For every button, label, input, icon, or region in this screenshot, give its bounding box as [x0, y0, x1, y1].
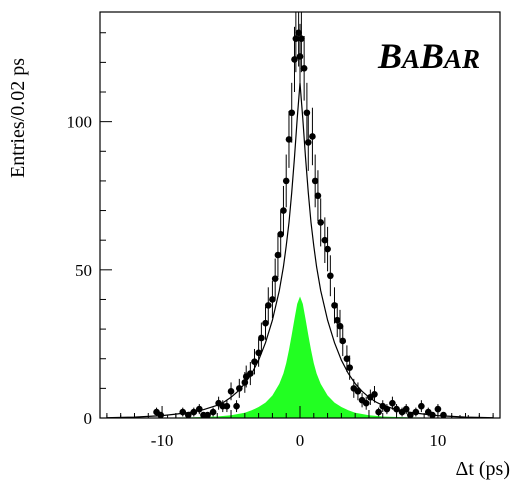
data-point	[331, 302, 338, 309]
data-point	[190, 408, 198, 416]
data-point	[333, 316, 341, 324]
data-point	[300, 65, 308, 72]
data-point	[304, 139, 312, 146]
data-point	[282, 177, 290, 185]
data-point	[339, 337, 347, 345]
data-point	[292, 35, 300, 42]
data-point	[298, 35, 305, 42]
babar-logo: BABAR	[377, 36, 480, 76]
data-point	[258, 334, 265, 342]
data-point	[321, 236, 329, 244]
x-axis-title: Δt (ps)	[455, 458, 510, 480]
data-point	[412, 408, 420, 416]
x-tick-label: -10	[151, 431, 174, 450]
data-point	[303, 109, 311, 117]
background-histogram	[106, 296, 494, 418]
data-point	[157, 411, 164, 419]
data-point	[383, 405, 391, 413]
data-point	[271, 275, 279, 283]
data-point	[371, 390, 378, 398]
data-point	[393, 405, 400, 413]
data-point	[179, 408, 187, 416]
logo-b2: B	[419, 36, 444, 76]
data-point	[227, 388, 235, 395]
data-point	[288, 109, 296, 117]
data-point	[236, 385, 243, 392]
data-point	[440, 411, 447, 419]
data-point	[389, 399, 396, 407]
data-point	[324, 245, 331, 253]
data-point	[223, 402, 231, 410]
data-point	[285, 136, 293, 143]
data-point	[402, 405, 410, 413]
x-tick-label: 0	[296, 431, 305, 450]
data-point	[255, 349, 262, 357]
data-point	[262, 319, 269, 327]
data-point	[291, 56, 298, 63]
data-point	[264, 302, 272, 309]
data-point	[429, 411, 436, 419]
axis-ticks	[100, 32, 494, 419]
data-point	[233, 402, 240, 410]
data-point	[296, 53, 304, 60]
data-point	[346, 364, 353, 371]
data-point	[295, 29, 302, 37]
data-point	[362, 399, 370, 407]
data-point	[269, 296, 276, 303]
y-tick-label: 50	[75, 261, 92, 280]
data-point	[247, 370, 254, 377]
y-tick-label: 100	[67, 113, 93, 132]
data-point	[354, 388, 362, 395]
data-point	[327, 272, 334, 280]
data-point	[375, 408, 382, 416]
x-tick-label: 10	[429, 431, 446, 450]
data-point	[280, 207, 287, 214]
data-point	[277, 230, 284, 238]
data-point	[343, 355, 351, 363]
data-point	[204, 411, 211, 419]
data-points	[153, 29, 447, 419]
data-point	[418, 402, 425, 410]
data-point	[274, 251, 282, 259]
logo-a2: AR	[442, 44, 480, 74]
data-point	[251, 358, 258, 365]
data-point	[314, 192, 322, 200]
data-point	[317, 219, 324, 226]
y-tick-label: 0	[84, 409, 93, 428]
logo-b1: B	[377, 36, 402, 76]
data-point	[311, 177, 319, 185]
data-point	[196, 405, 203, 413]
y-axis-title: Entries/0.02 ps	[7, 58, 29, 178]
logo-a1: A	[400, 44, 420, 74]
data-point	[209, 408, 217, 416]
background-area	[106, 296, 494, 418]
data-point	[336, 322, 344, 330]
data-point	[241, 379, 249, 386]
data-point	[309, 133, 316, 140]
